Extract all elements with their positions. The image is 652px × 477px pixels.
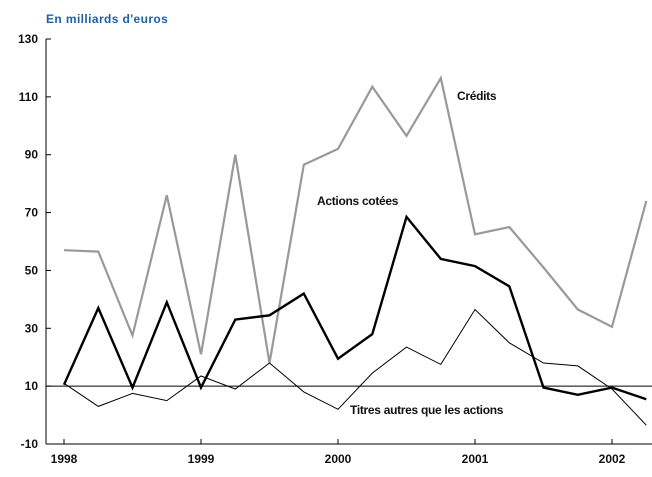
series-label-credits: Crédits	[457, 89, 497, 103]
x-tick-label: 2002	[599, 452, 626, 466]
y-axis-unit-label: En milliards d'euros	[46, 12, 168, 26]
y-tick-label: -10	[21, 437, 39, 451]
series-label-actions-cotees: Actions cotées	[317, 194, 399, 208]
y-tick-label: 50	[25, 263, 39, 277]
y-tick-label: 110	[19, 90, 39, 104]
series-credits	[63, 75, 648, 364]
series-actions-cotees	[62, 214, 647, 401]
x-tick-label: 1998	[51, 452, 78, 466]
x-tick-label: 2001	[462, 452, 489, 466]
y-tick-label: 70	[25, 206, 39, 220]
y-tick-label: 130	[18, 32, 38, 46]
series-lines	[62, 75, 648, 426]
y-tick-label: 90	[25, 148, 39, 162]
series-label-titres-autres: Titres autres que les actions	[350, 403, 504, 417]
y-tick-label: 30	[25, 321, 39, 335]
y-tick-label: 10	[25, 379, 39, 393]
series-titres-autres	[63, 308, 647, 426]
x-tick-label: 1999	[188, 452, 215, 466]
x-tick-label: 2000	[325, 452, 352, 466]
axes: -10 10 30 50 70 90 110 130 1998 1999 2000 2001 2002	[18, 32, 652, 466]
